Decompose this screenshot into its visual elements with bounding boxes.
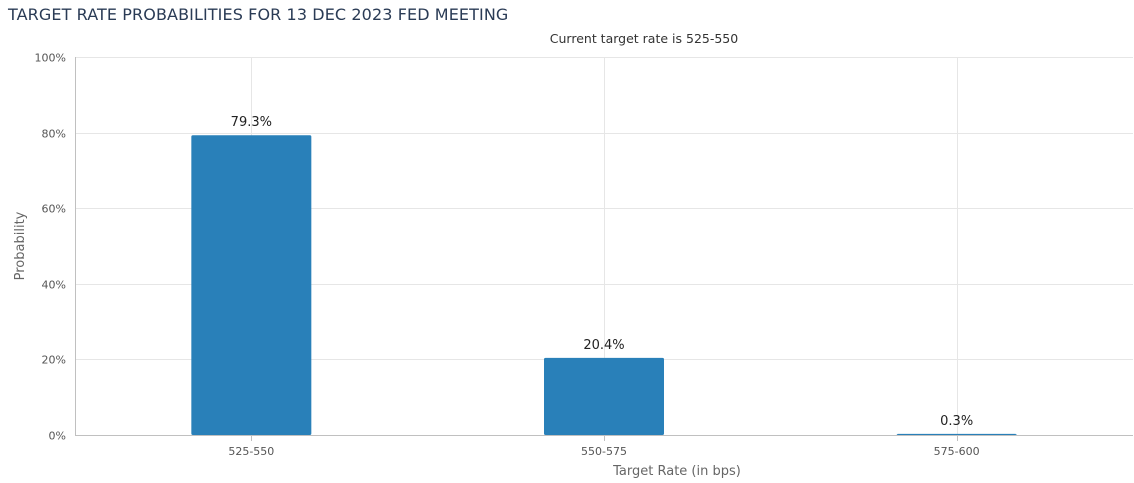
data-label: 79.3% — [231, 115, 272, 130]
y-tick-label: 60% — [42, 203, 66, 216]
axes — [75, 57, 1133, 441]
data-label: 20.4% — [583, 338, 624, 353]
y-tick-label: 80% — [42, 128, 66, 141]
x-tick-label: 525-550 — [228, 445, 274, 458]
data-label: 0.3% — [940, 414, 973, 429]
x-tick-label: 550-575 — [581, 445, 627, 458]
y-tick-label: 20% — [42, 354, 66, 367]
y-axis-title: Probability — [13, 211, 28, 280]
chart-title: TARGET RATE PROBABILITIES FOR 13 DEC 202… — [8, 5, 509, 24]
x-tick-label: 575-600 — [934, 445, 980, 458]
x-axis-title: Target Rate (in bps) — [612, 464, 741, 479]
chart-subtitle: Current target rate is 525-550 — [550, 31, 738, 46]
bar-525-550[interactable] — [191, 135, 312, 435]
y-tick-label: 0% — [49, 430, 66, 443]
bar-550-575[interactable] — [544, 357, 664, 435]
labels: Current target rate is 525-550 Target Ra… — [13, 31, 980, 479]
bar-575-600[interactable] — [896, 433, 1017, 435]
y-tick-label: 100% — [35, 52, 66, 65]
bars — [191, 135, 1017, 435]
y-tick-label: 40% — [42, 279, 66, 292]
